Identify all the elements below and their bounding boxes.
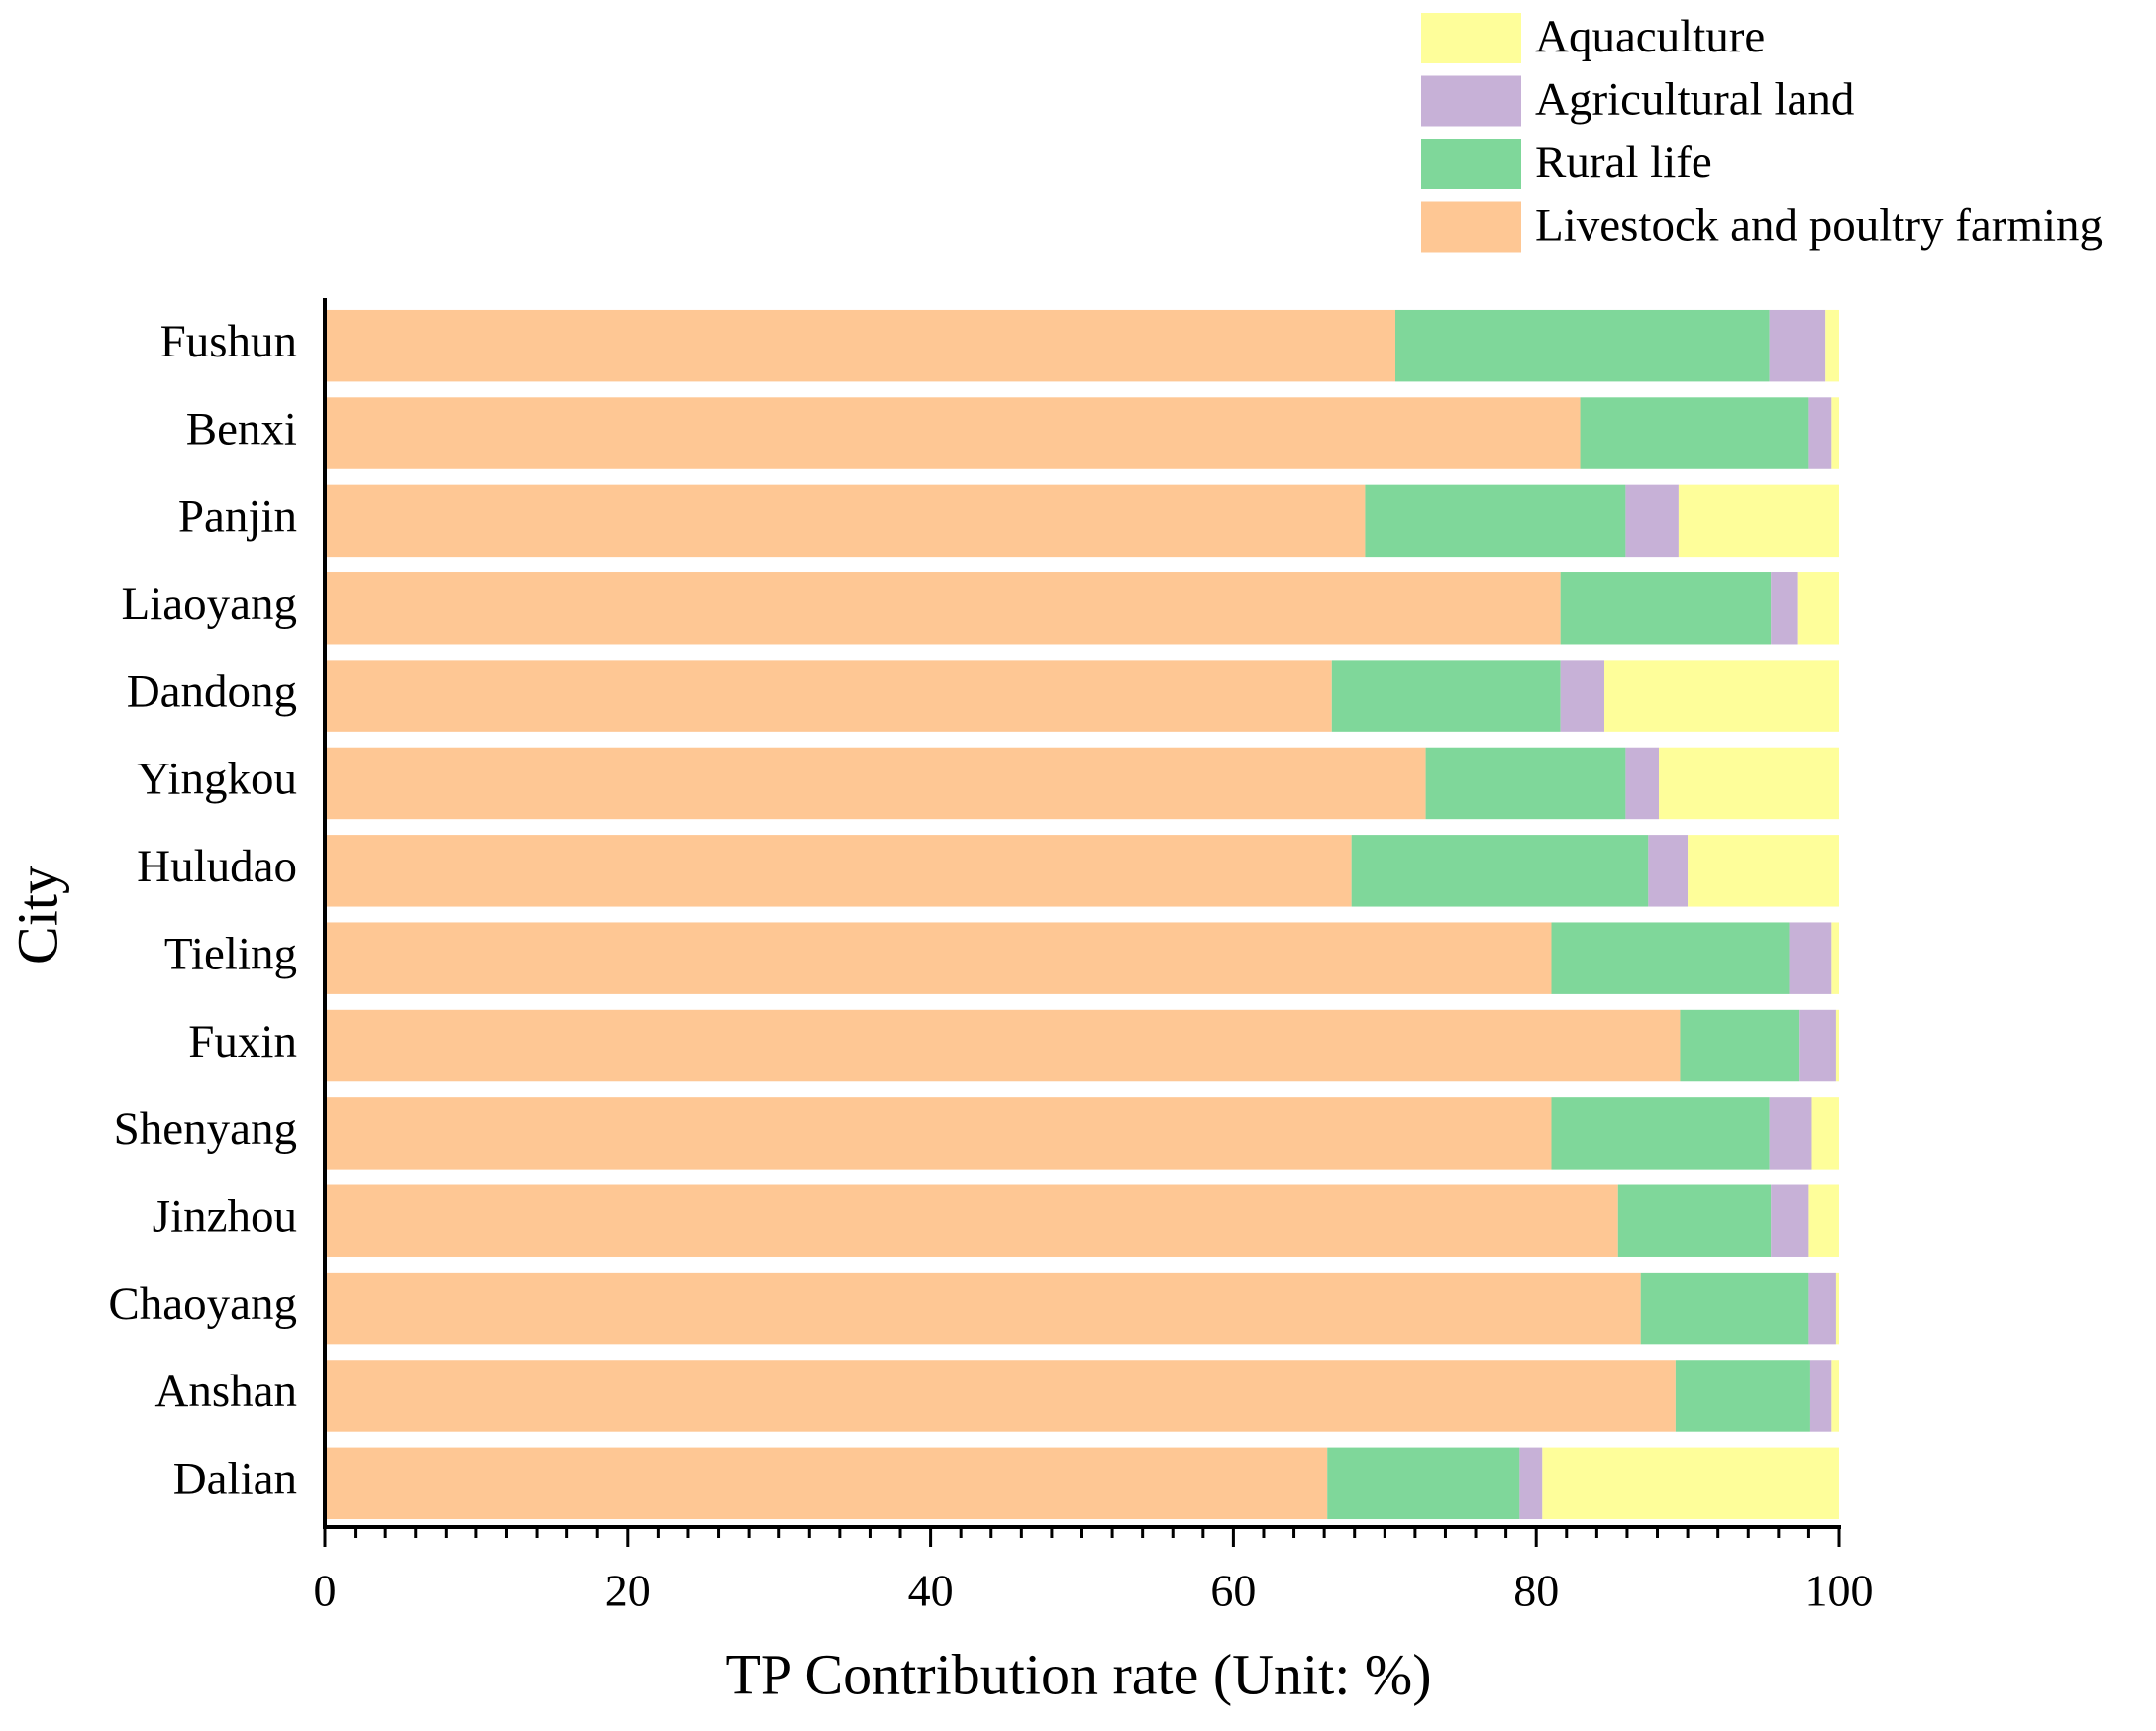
bar-segment bbox=[1640, 1272, 1809, 1345]
bar-segment bbox=[1831, 397, 1839, 469]
bar-segment bbox=[1365, 484, 1626, 558]
bar-segment bbox=[1604, 660, 1839, 732]
bar-segment bbox=[325, 397, 1581, 469]
bar-segment bbox=[1809, 1360, 1832, 1432]
bar-segment bbox=[325, 922, 1552, 994]
bar-segment bbox=[325, 572, 1561, 645]
x-tick-label: 0 bbox=[314, 1566, 337, 1616]
bar-segment bbox=[1771, 572, 1798, 645]
bar-segment bbox=[1551, 1097, 1770, 1170]
y-axis-title: City bbox=[5, 866, 69, 965]
bar-segment bbox=[1831, 1360, 1839, 1432]
bar-segment bbox=[1789, 922, 1832, 994]
bar-segment bbox=[1542, 1447, 1839, 1520]
bar-segment bbox=[1678, 484, 1839, 558]
bar-segment bbox=[325, 1184, 1618, 1257]
bar-segment bbox=[1771, 1184, 1809, 1257]
bar-segment bbox=[1675, 1360, 1810, 1432]
bar-segment bbox=[1560, 572, 1772, 645]
bar-segment bbox=[325, 747, 1426, 820]
bar-segment bbox=[1351, 835, 1649, 907]
x-tick-label: 20 bbox=[605, 1566, 651, 1616]
legend-swatch bbox=[1421, 201, 1521, 253]
bar-segment bbox=[1625, 747, 1660, 820]
bar-segment bbox=[1551, 922, 1790, 994]
bar-segment bbox=[325, 1097, 1552, 1170]
x-tick-label: 100 bbox=[1805, 1566, 1874, 1616]
bar-segment bbox=[1808, 1272, 1836, 1345]
y-tick-label: Fushun bbox=[160, 316, 297, 367]
y-tick-label: Anshan bbox=[154, 1366, 297, 1417]
bar-segment bbox=[1659, 747, 1839, 820]
x-tick-label: 60 bbox=[1210, 1566, 1256, 1616]
bar-segment bbox=[1811, 1097, 1839, 1170]
y-tick-label: Dalian bbox=[173, 1454, 297, 1505]
bar-segment bbox=[1680, 1009, 1800, 1082]
y-tick-label: Shenyang bbox=[114, 1103, 297, 1155]
bar-segment bbox=[1617, 1184, 1772, 1257]
bar-segment bbox=[1835, 1272, 1839, 1345]
legend-swatch bbox=[1421, 13, 1521, 63]
bar-segment bbox=[325, 835, 1352, 907]
legend-label: Livestock and poultry farming bbox=[1535, 199, 2103, 251]
x-axis-title: TP Contribution rate (Unit: %) bbox=[725, 1642, 1431, 1706]
bar-segment bbox=[1835, 1009, 1839, 1082]
bar-segment bbox=[325, 1360, 1676, 1432]
bar-segment bbox=[1580, 397, 1809, 469]
y-tick-label: Dandong bbox=[127, 665, 297, 717]
bar-segment bbox=[325, 309, 1396, 382]
bar-segment bbox=[1808, 1184, 1839, 1257]
y-tick-label: Huludao bbox=[137, 841, 297, 892]
x-tick-label: 40 bbox=[908, 1566, 954, 1616]
x-tick-label: 80 bbox=[1513, 1566, 1559, 1616]
bar-segment bbox=[1769, 1097, 1812, 1170]
bar-segment bbox=[1797, 572, 1839, 645]
bar-segment bbox=[325, 660, 1332, 732]
bar-segment bbox=[1831, 922, 1839, 994]
y-tick-label: Tieling bbox=[164, 928, 297, 979]
y-tick-label: Yingkou bbox=[137, 754, 297, 805]
legend-label: Rural life bbox=[1535, 137, 1712, 188]
legend-swatch bbox=[1421, 75, 1521, 127]
bar-segment bbox=[1808, 397, 1832, 469]
bar-segment bbox=[1395, 309, 1770, 382]
bar-segment bbox=[1425, 747, 1626, 820]
bar-segment bbox=[1560, 660, 1605, 732]
bar-segment bbox=[325, 1447, 1328, 1520]
bar-segment bbox=[1331, 660, 1561, 732]
bar-segment bbox=[1799, 1009, 1836, 1082]
bar-segment bbox=[1688, 835, 1839, 907]
bar-segment bbox=[1625, 484, 1679, 558]
bar-segment bbox=[1825, 309, 1839, 382]
bar-segment bbox=[325, 1272, 1641, 1345]
legend-swatch bbox=[1421, 139, 1521, 189]
bar-segment bbox=[1519, 1447, 1543, 1520]
bar-segment bbox=[1769, 309, 1826, 382]
bar-segment bbox=[1648, 835, 1689, 907]
y-tick-label: Benxi bbox=[186, 403, 297, 455]
y-tick-label: Panjin bbox=[178, 491, 297, 543]
y-tick-label: Fuxin bbox=[188, 1016, 297, 1068]
bar-segment bbox=[1327, 1447, 1520, 1520]
y-tick-label: Chaoyang bbox=[108, 1278, 297, 1330]
legend-label: Agricultural land bbox=[1535, 73, 1854, 125]
bar-segment bbox=[325, 1009, 1681, 1082]
legend-label: Aquaculture bbox=[1535, 11, 1765, 62]
bar-segment bbox=[325, 484, 1366, 558]
y-tick-label: Jinzhou bbox=[153, 1191, 297, 1243]
y-tick-label: Liaoyang bbox=[122, 578, 298, 630]
